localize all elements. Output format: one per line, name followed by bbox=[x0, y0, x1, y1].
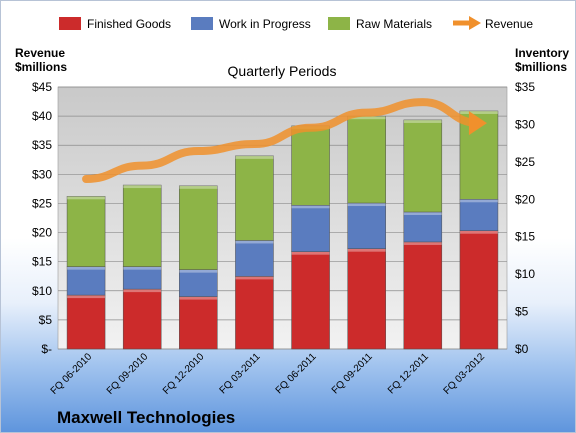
left-tick-label: $45 bbox=[32, 80, 52, 94]
bar-finished-goods bbox=[122, 288, 162, 350]
bar-highlight bbox=[235, 155, 274, 159]
right-tick-label: $35 bbox=[515, 80, 535, 94]
revenue-arrowhead bbox=[468, 111, 487, 136]
bar-highlight bbox=[459, 110, 498, 114]
bar-highlight bbox=[179, 185, 218, 189]
bar-highlight bbox=[235, 240, 274, 244]
legend-swatch-raw-materials bbox=[328, 17, 350, 30]
bar-work-in-progress bbox=[179, 269, 218, 297]
legend-label-revenue: Revenue bbox=[485, 17, 533, 31]
right-tick-label: $25 bbox=[515, 155, 535, 169]
bar-highlight bbox=[123, 266, 162, 270]
bar-raw-materials bbox=[291, 125, 330, 206]
bar-highlight bbox=[67, 295, 106, 299]
bar-highlight bbox=[459, 199, 498, 203]
company-name: Maxwell Technologies bbox=[57, 408, 235, 427]
legend-label-finished-goods: Finished Goods bbox=[87, 17, 171, 31]
bar-highlight bbox=[403, 212, 442, 216]
bar-raw-materials bbox=[66, 196, 106, 267]
legend-label-raw-materials: Raw Materials bbox=[356, 17, 432, 31]
bar-highlight bbox=[291, 205, 330, 209]
legend-swatch-work-in-progress bbox=[191, 17, 213, 30]
x-tick-label: FQ 06-2010 bbox=[49, 351, 95, 397]
bar-work-in-progress bbox=[291, 205, 330, 252]
bar-raw-materials bbox=[179, 185, 218, 270]
bar-highlight bbox=[459, 230, 498, 234]
bar-highlight bbox=[67, 266, 106, 270]
right-tick-label: $10 bbox=[515, 267, 535, 281]
bar-highlight bbox=[347, 248, 386, 252]
x-tick-label: FQ 12-2010 bbox=[161, 351, 207, 397]
revenue-line-group bbox=[82, 98, 487, 183]
left-axis-title-line1: Revenue bbox=[15, 46, 65, 60]
left-axis-title-line2: $millions bbox=[15, 60, 67, 74]
left-tick-label: $30 bbox=[32, 167, 52, 181]
x-axis-ticks: FQ 06-2010 FQ 09-2010 FQ 12-2010 FQ 03-2011… bbox=[49, 351, 488, 397]
revenue-line bbox=[82, 98, 483, 183]
bar-finished-goods bbox=[403, 241, 443, 350]
bar-raw-materials bbox=[403, 119, 443, 213]
bar-finished-goods bbox=[179, 296, 218, 350]
bar-highlight bbox=[403, 241, 442, 245]
bar-finished-goods bbox=[66, 294, 106, 350]
legend-swatch-revenue bbox=[453, 16, 481, 30]
bar-work-in-progress bbox=[122, 266, 162, 290]
legend: Finished Goods Work in Progress Raw Mate… bbox=[59, 16, 533, 31]
bar-highlight bbox=[179, 296, 218, 300]
legend-label-work-in-progress: Work in Progress bbox=[219, 17, 311, 31]
bar-finished-goods bbox=[459, 230, 499, 350]
right-tick-label: $15 bbox=[515, 230, 535, 244]
bar-highlight bbox=[67, 196, 106, 200]
x-tick-label: FQ 06-2011 bbox=[274, 351, 319, 396]
bar-raw-materials bbox=[347, 115, 386, 204]
right-tick-label: $30 bbox=[515, 117, 535, 131]
chart-title: Quarterly Periods bbox=[228, 63, 337, 79]
left-tick-label: $10 bbox=[32, 284, 52, 298]
x-tick-label: FQ 03-2012 bbox=[442, 351, 488, 397]
left-tick-label: $35 bbox=[32, 138, 52, 152]
right-tick-label: $20 bbox=[515, 192, 535, 206]
bar-highlight bbox=[235, 276, 274, 280]
right-axis-ticks: $0 $5 $10 $15 $20 $25 $30 $35 bbox=[515, 80, 535, 356]
right-axis-title-line1: Inventory bbox=[515, 46, 569, 60]
bar-work-in-progress bbox=[403, 211, 443, 243]
bars bbox=[66, 110, 499, 350]
bar-highlight bbox=[403, 119, 442, 123]
left-tick-label: $25 bbox=[32, 196, 52, 210]
right-axis-title-line2: $millions bbox=[515, 60, 567, 74]
bar-highlight bbox=[347, 116, 386, 120]
left-tick-label: $- bbox=[41, 342, 52, 356]
bar-highlight bbox=[291, 251, 330, 255]
bar-work-in-progress bbox=[459, 199, 499, 231]
bar-work-in-progress bbox=[347, 202, 386, 249]
left-axis-ticks: $- $5 $10 $15 $20 $25 $30 $35 $40 $45 bbox=[32, 80, 52, 356]
bar-work-in-progress bbox=[66, 266, 106, 296]
bar-work-in-progress bbox=[235, 240, 274, 277]
bar-raw-materials bbox=[122, 184, 162, 267]
right-tick-label: $0 bbox=[515, 342, 529, 356]
bar-highlight bbox=[123, 185, 162, 189]
bar-highlight bbox=[347, 203, 386, 207]
x-tick-label: FQ 09-2011 bbox=[330, 351, 375, 396]
legend-swatch-finished-goods bbox=[59, 17, 81, 30]
bar-raw-materials bbox=[235, 155, 274, 241]
bar-finished-goods bbox=[347, 248, 386, 350]
x-tick-label: FQ 03-2011 bbox=[218, 351, 263, 396]
x-tick-label: FQ 12-2011 bbox=[386, 351, 431, 396]
bar-highlight bbox=[179, 269, 218, 273]
bar-finished-goods bbox=[235, 276, 274, 350]
left-tick-label: $15 bbox=[32, 255, 52, 269]
bar-highlight bbox=[123, 289, 162, 293]
bar-finished-goods bbox=[291, 251, 330, 350]
left-tick-label: $5 bbox=[39, 313, 53, 327]
left-tick-label: $20 bbox=[32, 226, 52, 240]
x-tick-label: FQ 09-2010 bbox=[105, 351, 151, 397]
left-tick-label: $40 bbox=[32, 109, 52, 123]
right-tick-label: $5 bbox=[515, 305, 529, 319]
